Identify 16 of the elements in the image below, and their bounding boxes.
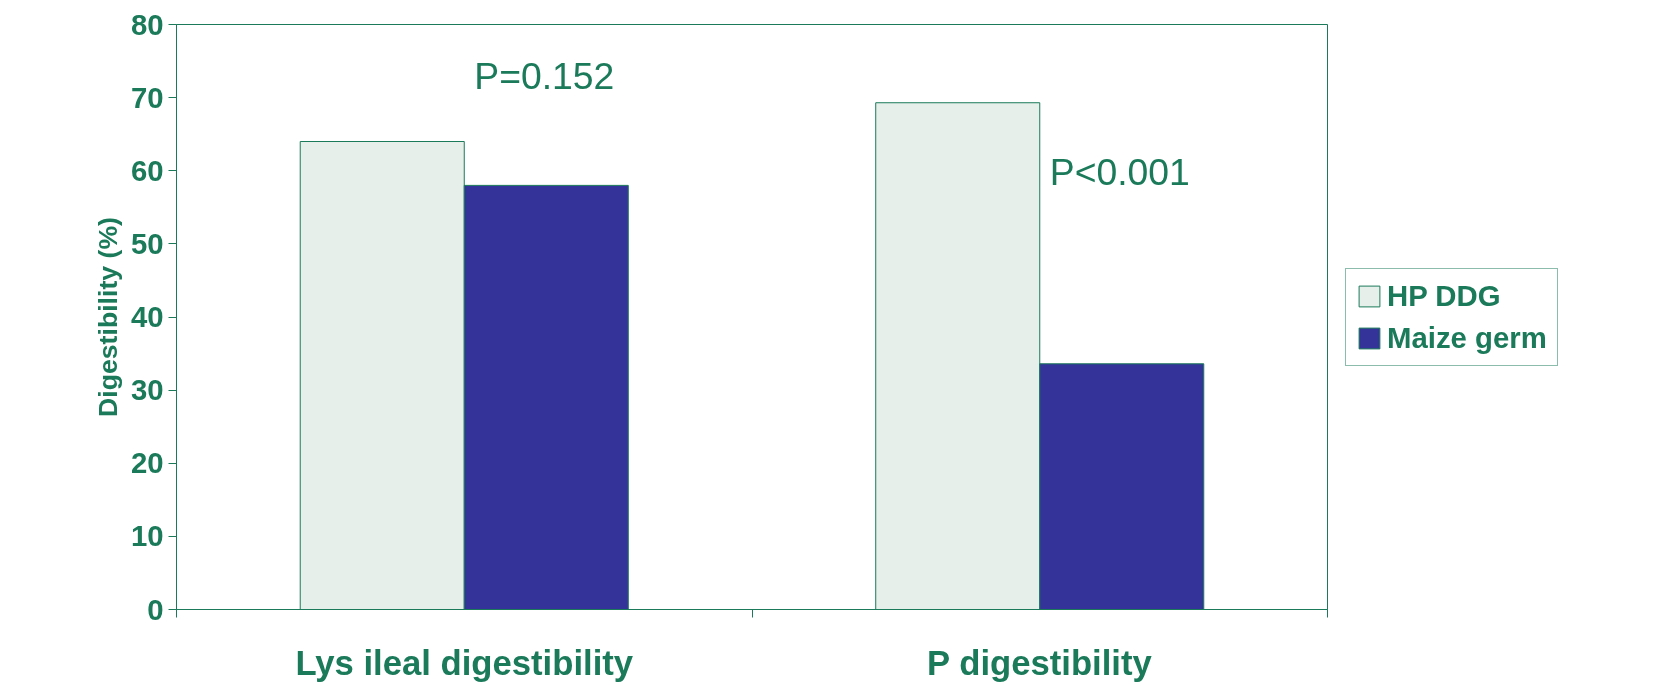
legend-label: Maize germ — [1387, 320, 1547, 355]
x-tick-label: Lys ileal digestibility — [295, 643, 634, 682]
legend-label: HP DDG — [1387, 278, 1501, 313]
annotation: P<0.001 — [1049, 150, 1190, 193]
y-axis-title: Digestibility (%) — [92, 217, 123, 417]
annotation: P=0.152 — [474, 54, 615, 97]
y-tick-label: 70 — [130, 80, 164, 114]
y-tick-label: 30 — [130, 373, 164, 407]
y-tick-label: 40 — [130, 300, 164, 333]
y-tick-label: 50 — [130, 226, 164, 260]
y-tick-label: 0 — [147, 592, 164, 626]
x-tick-label: P digestibility — [927, 643, 1153, 682]
y-tick-label: 20 — [130, 446, 164, 480]
y-tick-label: 10 — [130, 519, 164, 553]
y-tick-label: 60 — [130, 153, 164, 187]
y-tick-label: 80 — [130, 7, 164, 41]
